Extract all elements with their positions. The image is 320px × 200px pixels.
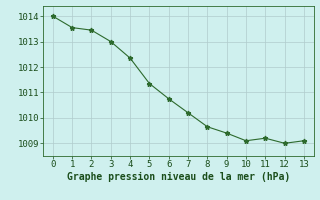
X-axis label: Graphe pression niveau de la mer (hPa): Graphe pression niveau de la mer (hPa) — [67, 172, 290, 182]
